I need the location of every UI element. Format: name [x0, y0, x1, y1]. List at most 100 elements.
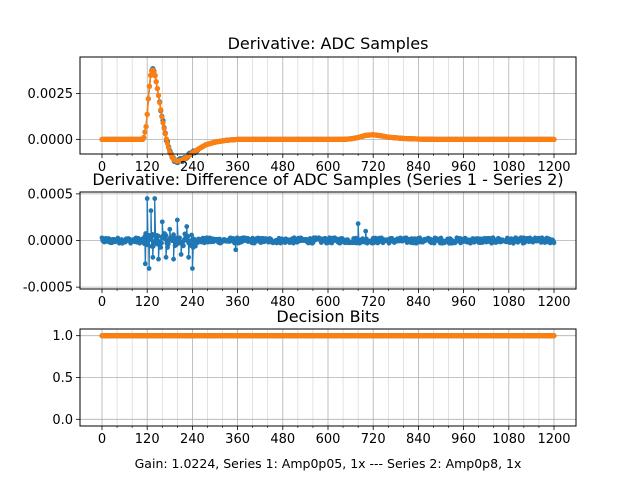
data-point [142, 261, 148, 267]
data-point [363, 228, 369, 234]
series-2 [99, 333, 557, 339]
y-tick-label: 0.0000 [28, 133, 74, 148]
x-tick-label: 1080 [492, 432, 525, 447]
data-point [146, 266, 152, 271]
data-point [162, 131, 168, 137]
data-point [184, 224, 190, 229]
subplot-title: Decision Bits [276, 307, 379, 326]
data-point [185, 233, 191, 239]
x-tick-label: 1200 [537, 432, 570, 447]
x-tick-label: 360 [225, 295, 250, 310]
y-tick-label: 0.0025 [28, 87, 74, 102]
data-point [163, 254, 169, 260]
data-point [156, 233, 161, 239]
series-2 [99, 67, 557, 164]
data-point [171, 256, 176, 262]
data-point [144, 111, 150, 117]
x-tick-label: 0 [98, 160, 106, 175]
x-tick-label: 840 [406, 295, 431, 310]
data-point [158, 244, 164, 250]
data-point [162, 236, 168, 242]
x-tick-label: 240 [180, 295, 205, 310]
x-tick-label: 240 [180, 432, 205, 447]
y-tick-label: 1.0 [52, 329, 73, 344]
x-tick-label: 840 [406, 160, 431, 175]
x-tick-label: 600 [316, 432, 341, 447]
x-tick-label: 720 [361, 160, 386, 175]
data-point [178, 252, 184, 257]
x-tick-label: 0 [98, 295, 106, 310]
x-tick-label: 600 [316, 160, 341, 175]
x-tick-label: 1080 [492, 295, 525, 310]
data-point [165, 241, 171, 247]
data-point [159, 219, 165, 225]
data-point [189, 232, 195, 238]
x-tick-label: 480 [270, 295, 295, 310]
data-point [355, 221, 361, 227]
x-tick-label: 840 [406, 432, 431, 447]
x-tick-label: 480 [270, 160, 295, 175]
data-point [146, 83, 153, 89]
data-point [160, 120, 166, 126]
subplot-difference: Derivative: Difference of ADC Samples (S… [23, 170, 577, 310]
data-point [153, 79, 159, 85]
data-point [157, 99, 163, 106]
subplot-title: Derivative: Difference of ADC Samples (S… [92, 170, 563, 189]
data-point [148, 208, 154, 214]
x-tick-label: 120 [135, 432, 160, 447]
x-tick-label: 720 [361, 295, 386, 310]
data-point [145, 96, 151, 102]
y-tick-label: 0.0 [52, 413, 73, 428]
data-point [180, 243, 186, 249]
data-point [190, 266, 195, 271]
data-point [152, 196, 158, 201]
data-point [150, 254, 156, 260]
x-tick-label: 1080 [492, 160, 525, 175]
x-tick-label: 600 [316, 295, 341, 310]
data-point [163, 233, 169, 238]
series-difference [99, 196, 557, 271]
y-tick-label: 0.0005 [28, 187, 74, 202]
x-tick-label: 960 [451, 432, 476, 447]
x-tick-label: 960 [451, 295, 476, 310]
x-tick-label: 1200 [537, 295, 570, 310]
data-point [174, 217, 180, 223]
y-tick-label: -0.0005 [23, 281, 73, 296]
data-point [142, 129, 148, 135]
x-tick-label: 480 [270, 432, 295, 447]
data-point [141, 134, 147, 141]
data-point [144, 196, 150, 201]
data-point [551, 333, 557, 339]
data-point [167, 226, 173, 232]
data-point [154, 85, 160, 92]
subplot-title: Derivative: ADC Samples [228, 34, 429, 53]
data-point [177, 235, 182, 241]
x-tick-label: 240 [180, 160, 205, 175]
data-point [158, 107, 164, 113]
data-point [164, 140, 171, 146]
y-tick-label: 0.5 [52, 371, 73, 386]
subplot-adc-samples: Derivative: ADC Samples 0 120 240 360 480 600… [28, 34, 577, 175]
data-point [233, 247, 239, 253]
data-point [147, 72, 154, 78]
data-point [551, 240, 557, 246]
data-point [159, 114, 165, 120]
data-point [143, 123, 149, 130]
data-point [155, 92, 162, 99]
y-tick-label: 0.0000 [28, 234, 74, 249]
data-point [186, 254, 192, 260]
figure-xlabel: Gain: 1.0224, Series 1: Amp0p05, 1x --- … [135, 456, 522, 471]
data-point [156, 256, 161, 262]
data-point [144, 242, 150, 248]
subplot-decision-bits: Decision Bits 0 120 240 360 480 600 720 840 960 1… [52, 307, 577, 447]
x-tick-label: 1200 [537, 160, 570, 175]
x-tick-label: 360 [225, 160, 250, 175]
x-tick-label: 120 [135, 160, 160, 175]
data-point [163, 136, 170, 142]
x-tick-label: 960 [451, 160, 476, 175]
data-point [159, 240, 164, 246]
data-point [143, 231, 149, 236]
x-tick-label: 360 [225, 432, 250, 447]
x-tick-label: 0 [98, 432, 106, 447]
